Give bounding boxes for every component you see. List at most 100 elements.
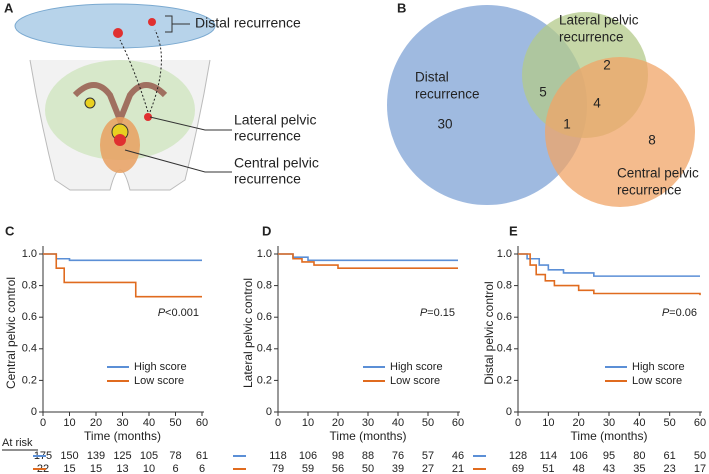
panel-label: E [509,223,518,238]
venn-count: 8 [648,133,656,148]
x-axis-title: Time (months) [84,429,161,443]
at-risk-count: 35 [633,463,645,474]
y-tick-label: 0.4 [22,343,37,355]
annotation-symbol: P [662,307,670,319]
at-risk-count: 51 [542,463,554,474]
legend-label: High score [134,361,187,373]
x-tick-label: 60 [196,417,208,429]
label: Central pelvic [234,155,319,171]
at-risk-count: 15 [63,463,75,474]
at-risk-count: 69 [512,463,524,474]
at-risk-title: At risk [2,437,33,449]
label: recurrence [234,128,301,144]
at-risk-count: 21 [452,463,464,474]
y-tick-label: 0 [266,406,272,418]
survival-curve [43,253,202,298]
panel-label: B [397,0,406,15]
annotation: P=0.15 [420,307,455,319]
y-tick-label: 0.4 [257,343,272,355]
at-risk-count: 56 [332,463,344,474]
at-risk-count: 46 [452,450,464,462]
at-risk-count: 13 [116,463,128,474]
venn-count: 5 [539,85,547,100]
at-risk-count: 59 [302,463,314,474]
label: Distal recurrence [195,15,301,31]
y-tick-label: 0.2 [497,374,512,386]
x-tick-label: 30 [603,417,615,429]
at-risk-count: 6 [172,463,178,474]
y-tick-label: 1.0 [497,248,512,260]
at-risk-count: 15 [90,463,102,474]
at-risk-count: 88 [362,450,374,462]
at-risk-count: 79 [272,463,284,474]
x-axis-title: Time (months) [571,429,648,443]
at-risk-count: 118 [269,450,287,462]
x-tick-label: 0 [515,417,521,429]
y-tick-label: 0.2 [22,374,37,386]
at-risk-count: 98 [332,450,344,462]
annotation-value: <0.001 [165,307,199,319]
y-tick-label: 0 [31,406,37,418]
x-tick-label: 0 [275,417,281,429]
x-tick-label: 60 [452,417,464,429]
at-risk-count: 106 [299,450,317,462]
y-tick-label: 0.2 [257,374,272,386]
annotation: P=0.06 [662,307,697,319]
legend-label: Low score [134,375,184,387]
at-risk-count: 114 [540,450,558,462]
at-risk-count: 76 [392,450,404,462]
at-risk-count: 105 [140,450,158,462]
label: Lateral pelvic [559,13,639,28]
survival-curve [278,253,458,270]
at-risk-count: 57 [422,450,434,462]
y-tick-label: 0.8 [257,280,272,292]
y-tick-label: 0.8 [497,280,512,292]
legend-label: High score [390,361,443,373]
venn-set [545,57,695,207]
y-tick-label: 0 [506,406,512,418]
y-tick-label: 0.4 [497,343,512,355]
venn-count: 4 [593,96,601,111]
legend-label: High score [632,361,685,373]
survival-curve [278,253,458,262]
x-tick-label: 60 [694,417,706,429]
label: Central pelvic [617,166,699,181]
label: Distal [415,70,449,85]
annotation-value: =0.06 [669,307,697,319]
at-risk-count: 80 [633,450,645,462]
panel-label: C [5,223,15,238]
legend-label: Low score [632,375,682,387]
at-risk-count: 50 [362,463,374,474]
at-risk-count: 17 [694,463,706,474]
label: recurrence [415,87,480,102]
x-tick-label: 10 [63,417,75,429]
annotation-symbol: P [420,307,428,319]
x-tick-label: 10 [542,417,554,429]
survival-curve [518,253,700,277]
x-tick-label: 40 [633,417,645,429]
at-risk-count: 95 [603,450,615,462]
at-risk-count: 23 [664,463,676,474]
at-risk-count: 27 [422,463,434,474]
annotation-symbol: P [158,307,166,319]
legend-label: Low score [390,375,440,387]
at-risk-count: 150 [60,450,78,462]
label: recurrence [559,30,624,45]
label: Lateral pelvic [234,112,317,128]
panel-label: A [4,0,14,15]
at-risk-count: 139 [87,450,105,462]
y-tick-label: 1.0 [257,248,272,260]
at-risk-count: 128 [509,450,527,462]
y-tick-label: 0.8 [22,280,37,292]
at-risk-count: 6 [199,463,205,474]
panel-label: D [262,223,271,238]
venn-count: 30 [437,117,452,132]
y-tick-label: 0.6 [22,311,37,323]
at-risk-count: 61 [196,450,208,462]
x-tick-label: 50 [169,417,181,429]
x-tick-label: 50 [422,417,434,429]
at-risk-count: 78 [169,450,181,462]
x-tick-label: 30 [362,417,374,429]
label: recurrence [617,183,682,198]
y-tick-label: 0.6 [257,311,272,323]
